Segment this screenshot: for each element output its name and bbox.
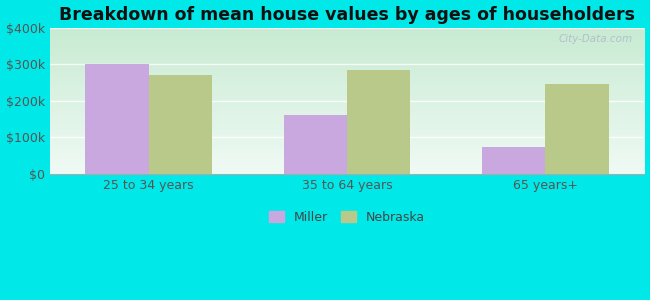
Text: City-Data.com: City-Data.com [558, 34, 632, 44]
Bar [149, 75, 212, 174]
Bar [347, 70, 410, 174]
Legend: Miller, Nebraska: Miller, Nebraska [264, 206, 430, 229]
Bar [482, 147, 545, 174]
Bar [85, 64, 149, 174]
Bar [545, 84, 609, 174]
Title: Breakdown of mean house values by ages of householders: Breakdown of mean house values by ages o… [59, 6, 635, 24]
Bar [283, 116, 347, 174]
